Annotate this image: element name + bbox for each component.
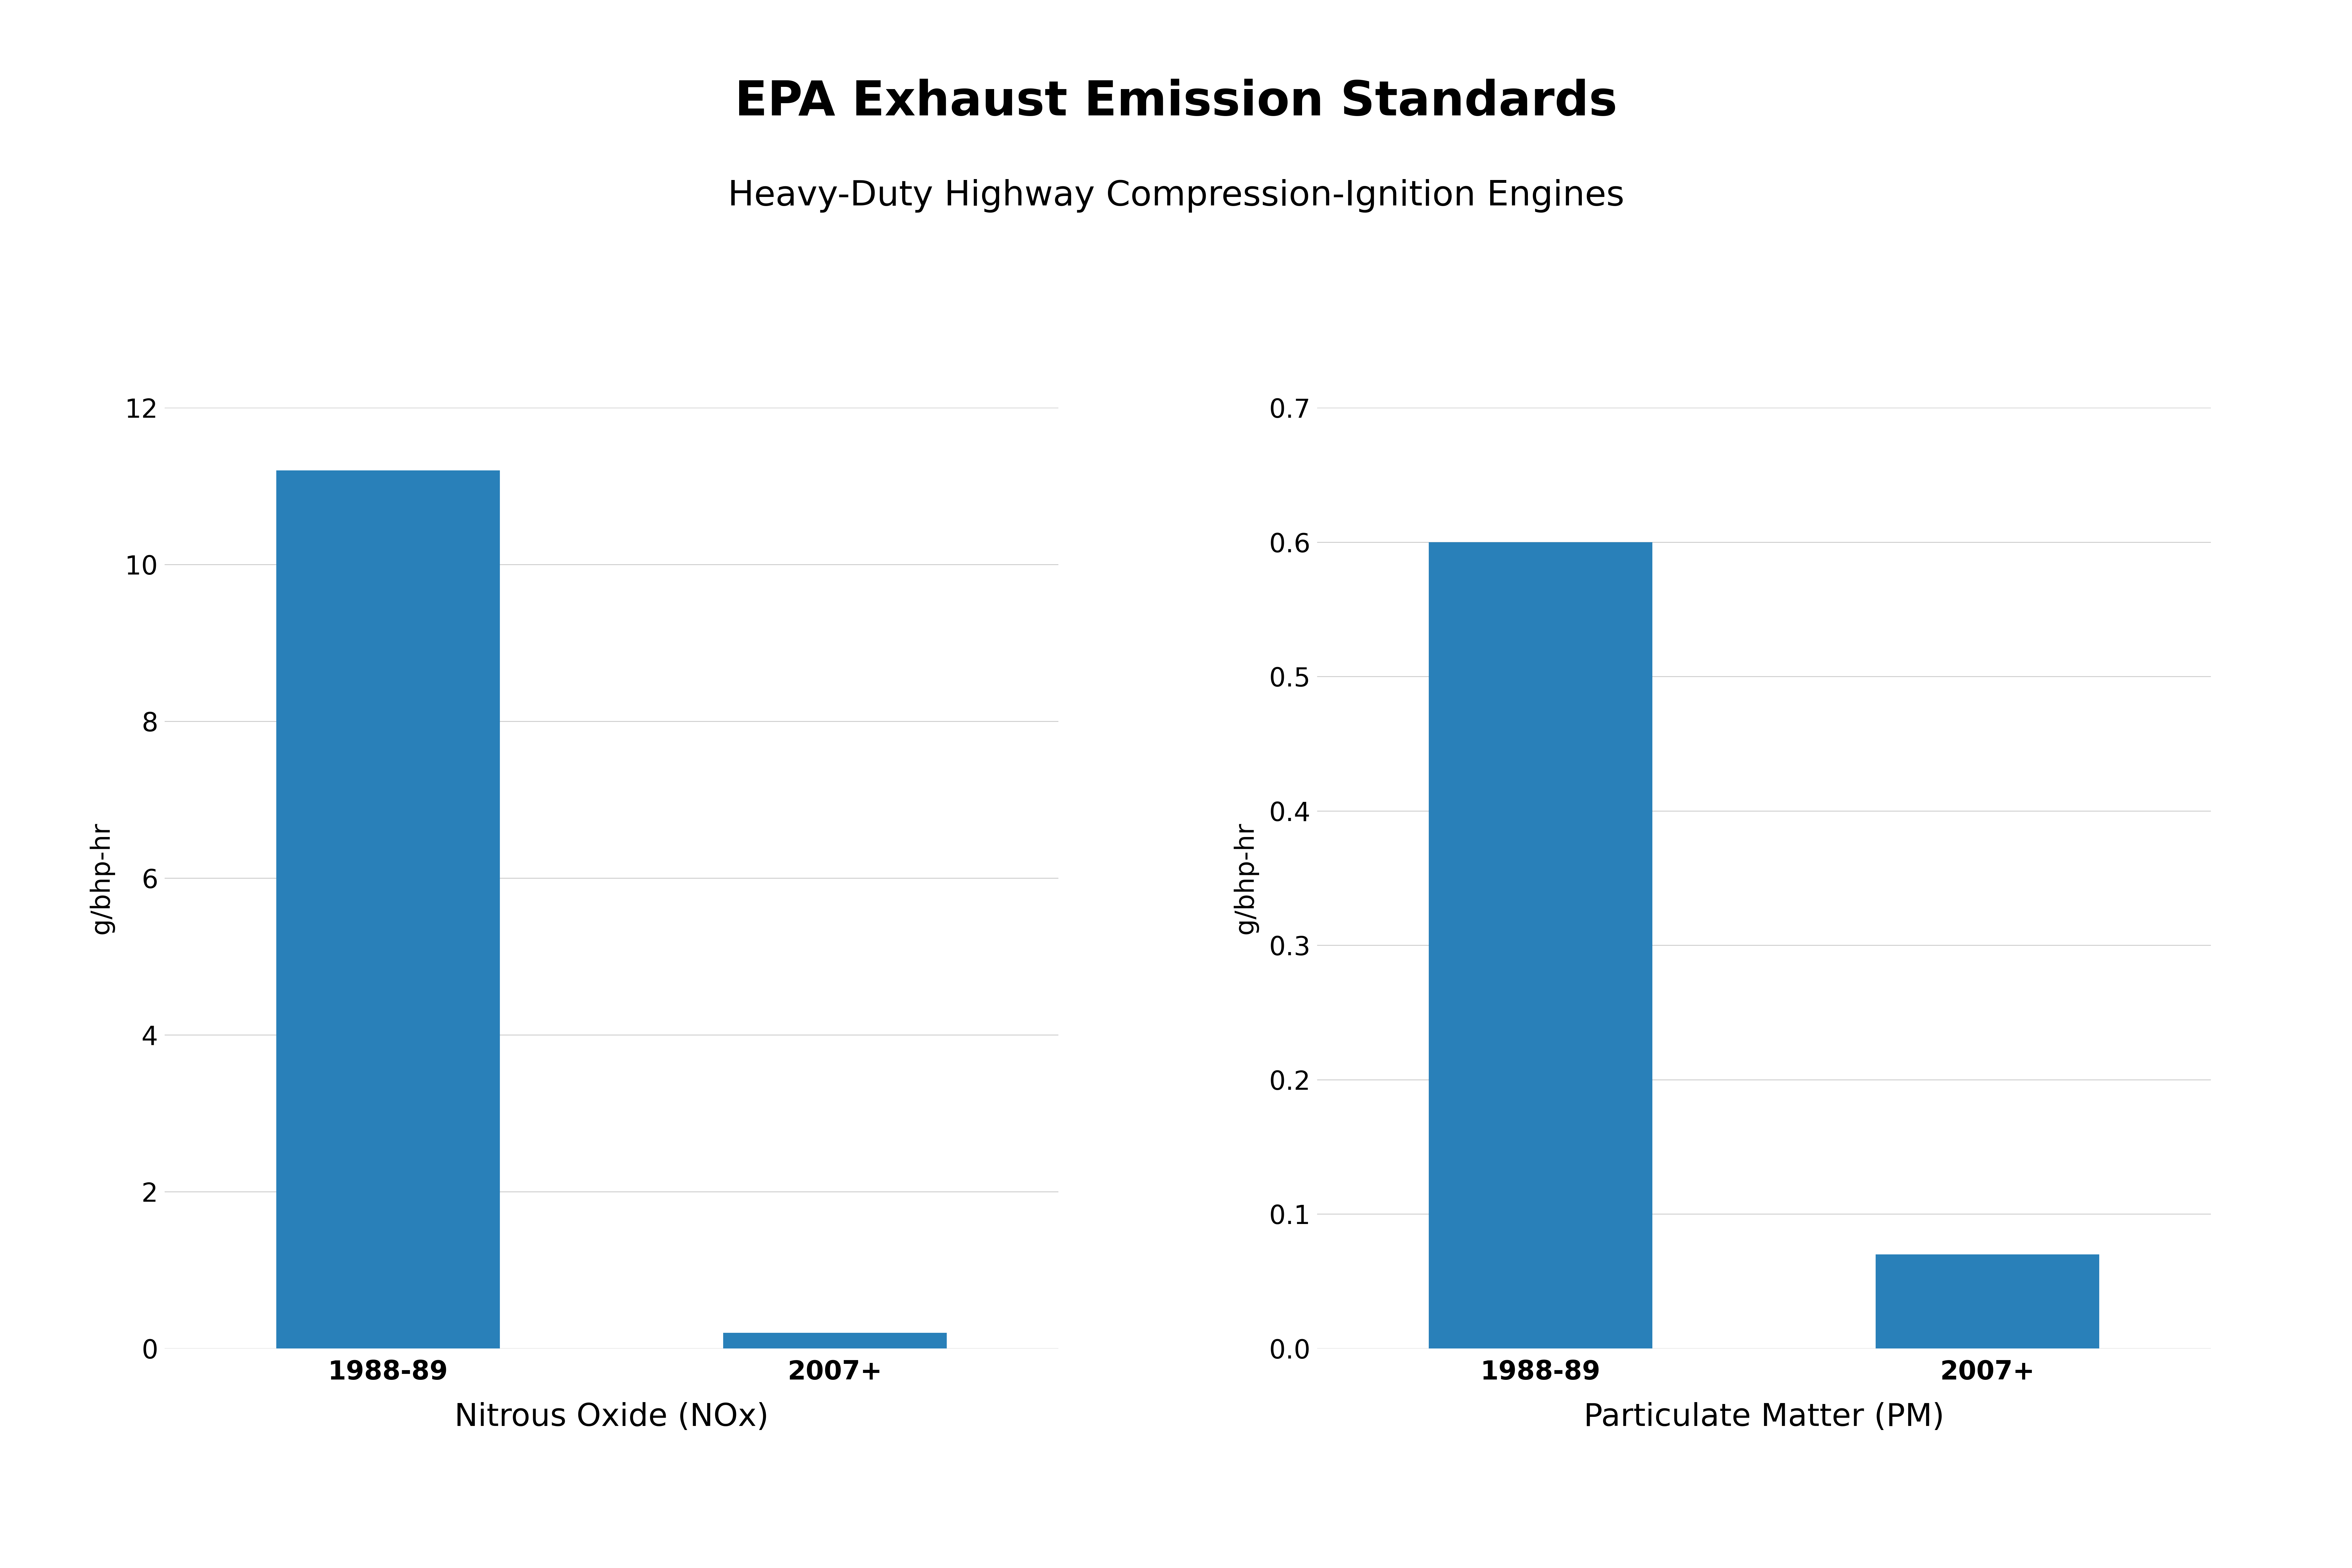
Y-axis label: g/bhp-hr: g/bhp-hr [89, 822, 113, 935]
X-axis label: Nitrous Oxide (NOx): Nitrous Oxide (NOx) [454, 1402, 769, 1433]
Bar [724, 1333, 946, 1348]
Text: EPA Exhaust Emission Standards: EPA Exhaust Emission Standards [734, 78, 1618, 125]
Bar [1430, 543, 1651, 1348]
Bar [278, 470, 501, 1348]
X-axis label: Particulate Matter (PM): Particulate Matter (PM) [1583, 1402, 1945, 1433]
Text: Heavy-Duty Highway Compression-Ignition Engines: Heavy-Duty Highway Compression-Ignition … [727, 179, 1625, 213]
Bar [1877, 1254, 2100, 1348]
Y-axis label: g/bhp-hr: g/bhp-hr [1232, 822, 1258, 935]
